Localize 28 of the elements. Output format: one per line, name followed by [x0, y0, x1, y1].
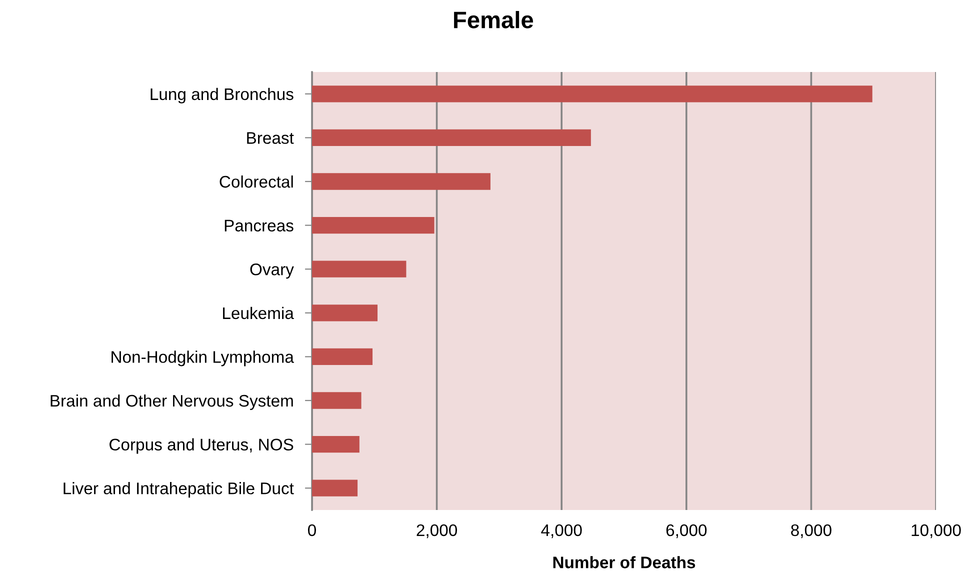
chart-title: Female: [454, 10, 534, 28]
bar: [312, 173, 490, 190]
bar: [312, 436, 360, 453]
x-axis-title: Number of Deaths: [553, 556, 696, 568]
x-tick-label: 2,000: [416, 524, 458, 538]
bar: [312, 480, 358, 496]
y-tick-label: Leukemia: [223, 306, 294, 320]
y-tick-label: Ovary: [250, 264, 294, 279]
y-tick-label: Liver and Intrahepatic Bile Duct: [64, 482, 294, 498]
bar: [312, 260, 406, 278]
y-tick-label: Lung and Bronchus: [150, 88, 294, 104]
bar: [312, 86, 872, 102]
x-tick-label: 0: [308, 524, 316, 536]
bar: [312, 129, 591, 146]
bar: [312, 304, 378, 322]
x-tick-label: 8,000: [791, 524, 832, 538]
bar: [312, 216, 434, 234]
x-tick-label: 6,000: [666, 524, 707, 538]
y-tick-label: Corpus and Uterus, NOS: [110, 438, 294, 454]
bar: [312, 392, 362, 409]
y-tick-label: Pancreas: [224, 220, 294, 232]
y-tick-label: Colorectal: [220, 175, 293, 188]
y-tick-label: Non-Hodgkin Lymphoma: [112, 350, 294, 366]
bar: [312, 348, 373, 366]
x-tick-label: 4,000: [541, 524, 582, 538]
y-tick-label: Breast: [247, 132, 294, 144]
x-tick-label: 10,000: [912, 524, 961, 538]
y-tick-label: Brain and Other Nervous System: [50, 394, 293, 410]
